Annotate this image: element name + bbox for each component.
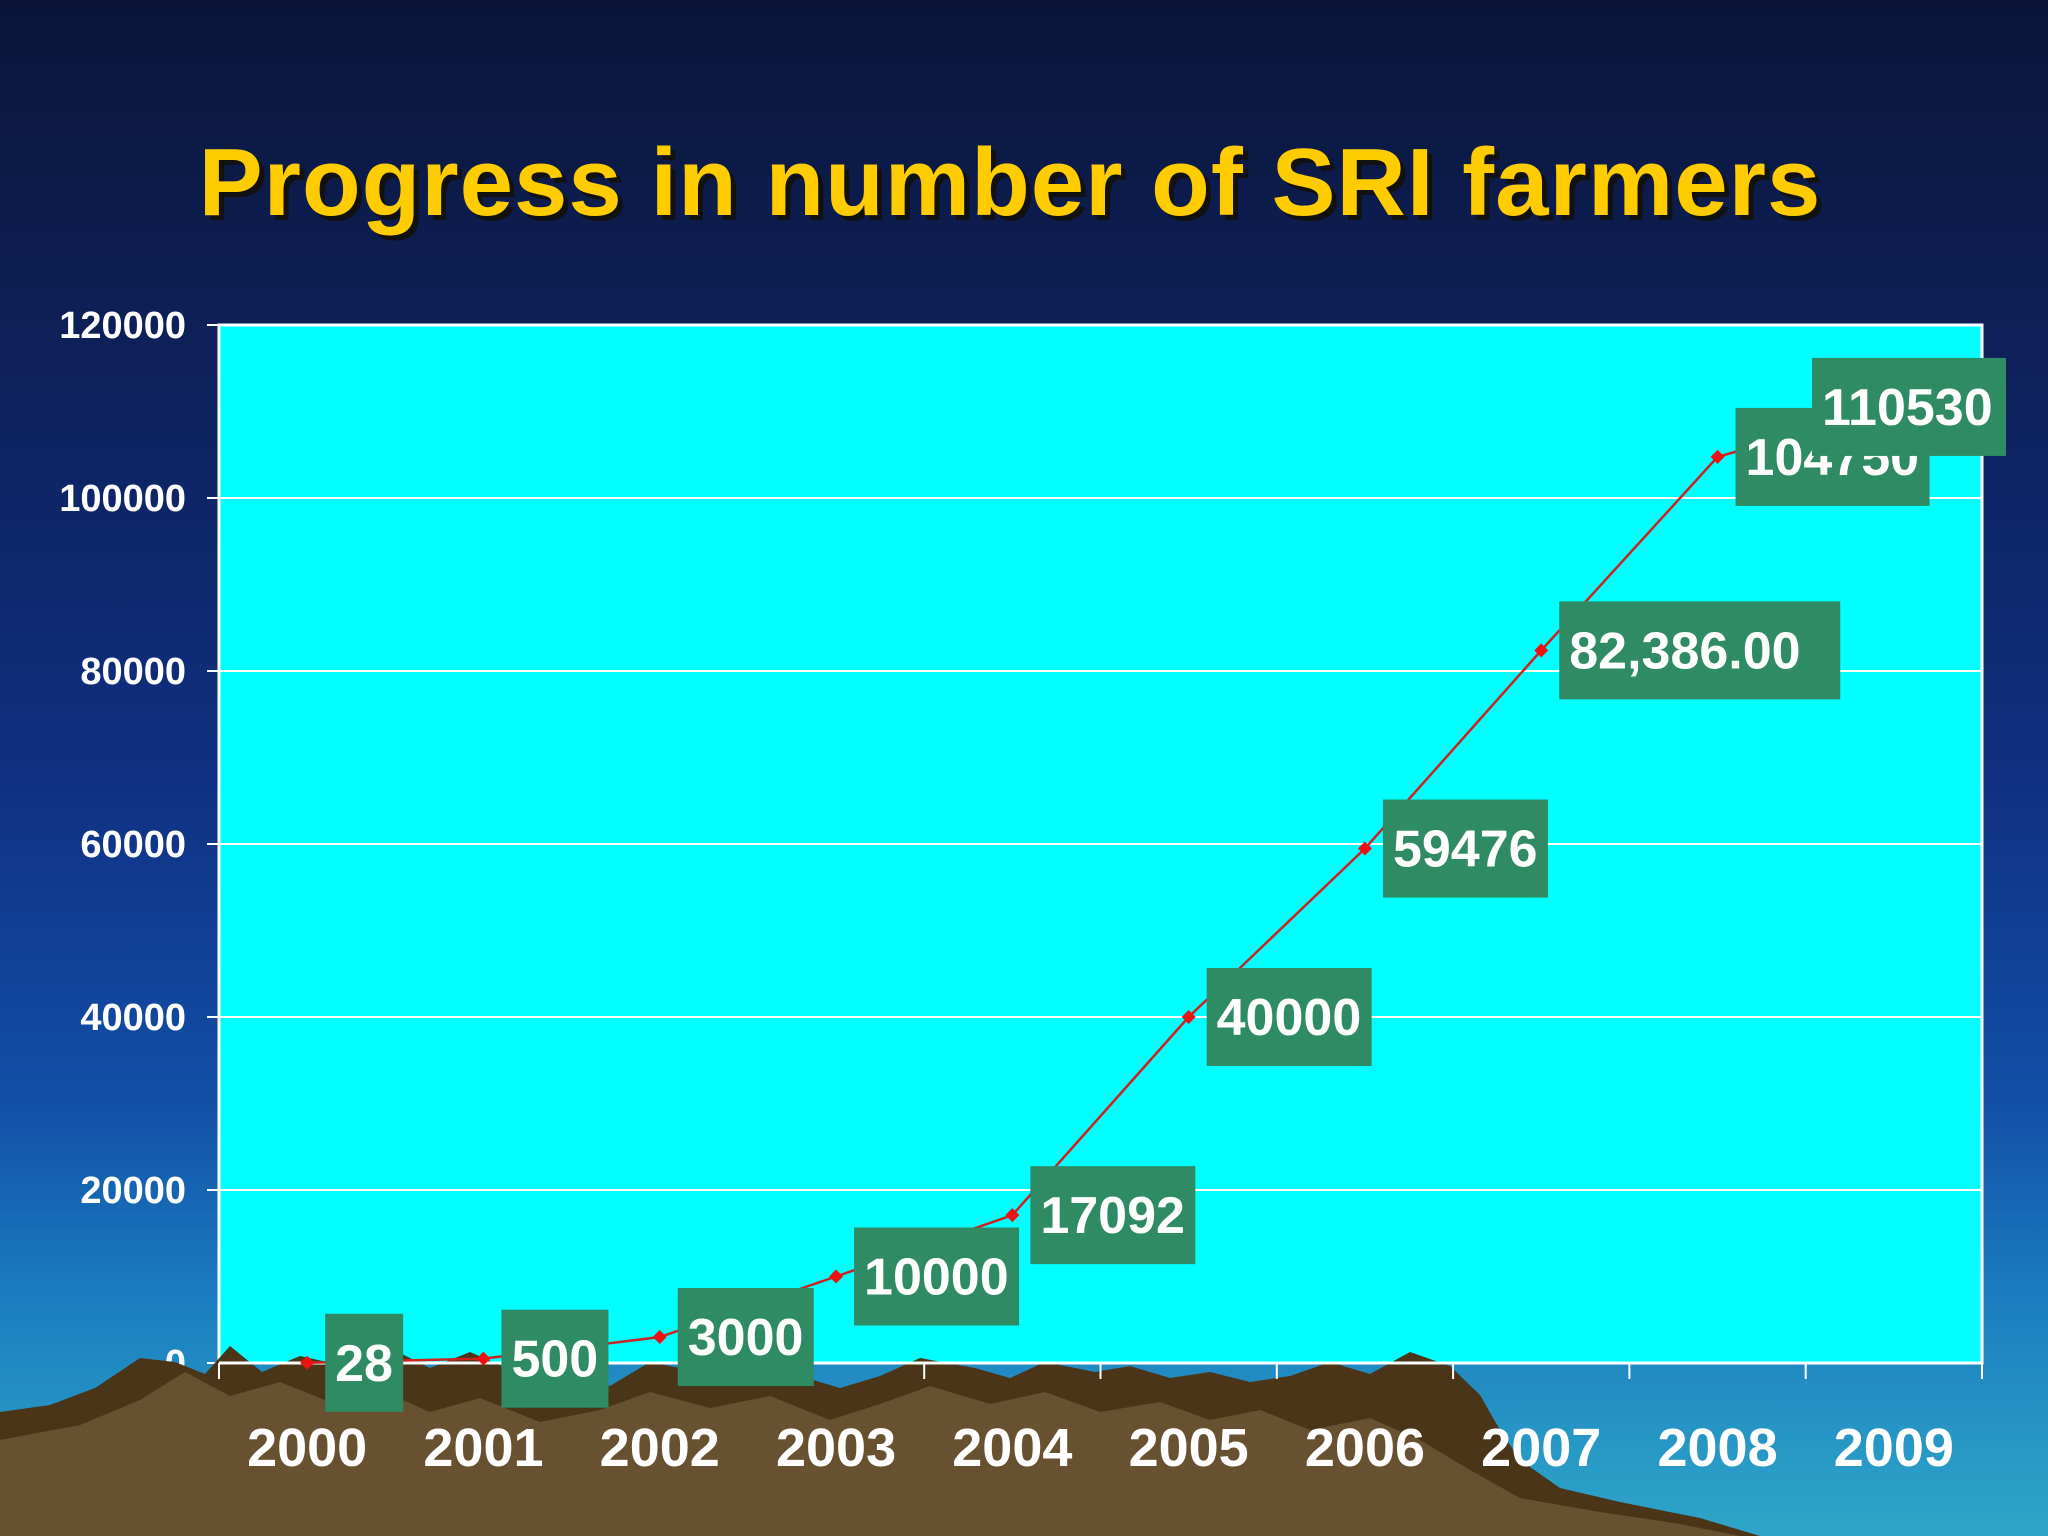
data-label: 40000 <box>1217 989 1362 1047</box>
data-point <box>1005 1208 1020 1223</box>
x-tick-label: 2001 <box>423 1418 543 1478</box>
y-tick-label: 40000 <box>80 997 186 1039</box>
y-axis: 020000400006000080000100000120000 <box>59 305 219 1385</box>
data-label: 500 <box>511 1331 598 1389</box>
data-point <box>652 1330 667 1345</box>
chart-title: Progress in number of SRI farmers <box>198 129 1822 236</box>
x-tick-label: 2004 <box>952 1418 1072 1478</box>
x-tick-label: 2007 <box>1481 1418 1601 1478</box>
data-label: 110530 <box>1822 379 1993 437</box>
data-label-box <box>325 1313 404 1412</box>
data-label: 28 <box>335 1335 393 1393</box>
data-point <box>1710 449 1725 464</box>
data-point <box>1357 841 1372 856</box>
x-tick-label: 2009 <box>1834 1418 1954 1478</box>
data-point <box>1534 643 1549 658</box>
data-label-box <box>1812 357 2006 456</box>
x-tick-label: 2003 <box>776 1418 896 1478</box>
data-label: 59476 <box>1393 821 1538 879</box>
y-tick-label: 20000 <box>80 1170 186 1212</box>
data-point <box>829 1269 844 1284</box>
data-point <box>300 1355 315 1370</box>
data-label: 82,386.00 <box>1569 622 1800 680</box>
y-tick-label: 100000 <box>59 478 186 520</box>
y-tick-label: 60000 <box>80 824 186 866</box>
data-label-box <box>854 1227 1020 1326</box>
data-label-box <box>1206 968 1372 1066</box>
y-tick-label: 120000 <box>59 305 186 347</box>
x-tick-label: 2005 <box>1129 1418 1249 1478</box>
data-label-box <box>1559 601 1841 700</box>
data-labels: 28 500 30001000017092400005947682,386.0010… <box>325 357 2006 1412</box>
data-point <box>476 1351 491 1366</box>
x-tick-label: 2000 <box>247 1418 367 1478</box>
x-tick-label: 2006 <box>1305 1418 1425 1478</box>
x-tick-label: 2008 <box>1657 1418 1777 1478</box>
data-label: 3000 <box>688 1309 804 1367</box>
data-label: 17092 <box>1040 1187 1185 1245</box>
data-point <box>1181 1010 1196 1024</box>
data-label-box <box>677 1288 814 1387</box>
data-label-box <box>501 1309 609 1408</box>
x-axis: 2000 2001 2002 2003 2004 2005 2006 2007 2008 2009 <box>218 1361 1983 1478</box>
x-tick-label: 2002 <box>600 1418 720 1478</box>
data-label-box <box>1030 1166 1196 1265</box>
data-label: 10000 <box>864 1249 1009 1307</box>
y-tick-label: 80000 <box>80 651 186 693</box>
mountains-foreground <box>0 1372 1740 1536</box>
data-label-box <box>1382 799 1548 898</box>
